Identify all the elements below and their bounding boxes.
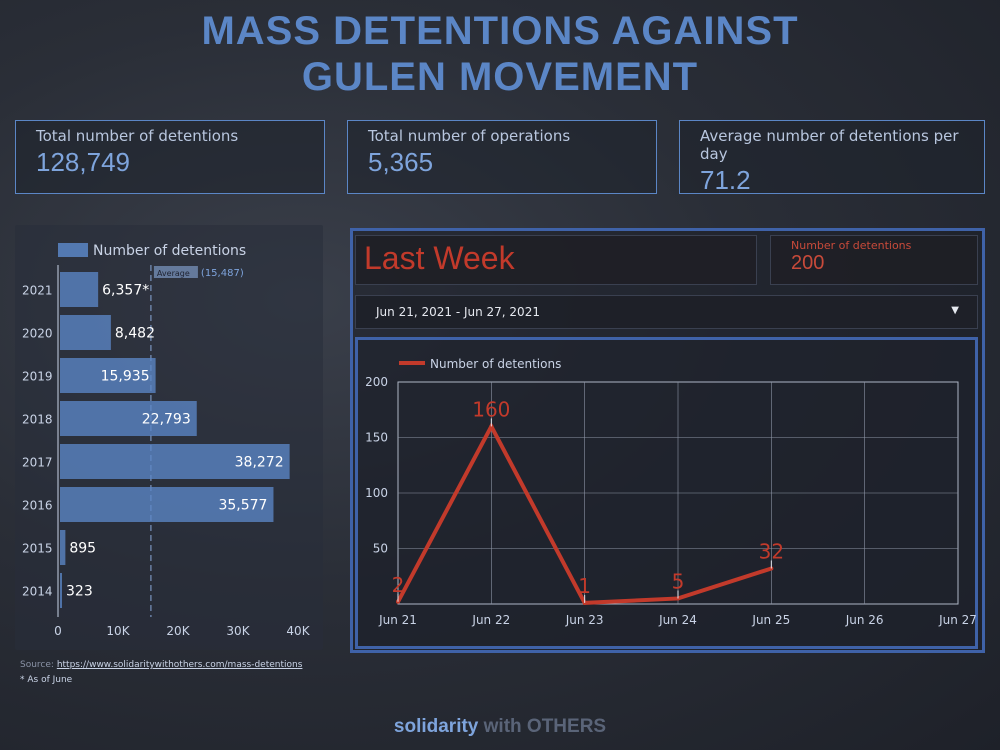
line-legend-label: Number of detentions: [430, 357, 561, 371]
bar-x-tick-label: 20K: [166, 624, 190, 638]
source-note: Source: https://www.solidaritywithothers…: [20, 660, 302, 670]
bar: [60, 444, 290, 479]
bar-chart: Number of detentions Average (15,487) 2021 6…: [22, 243, 311, 638]
kpi-label: Total number of operations: [368, 127, 571, 145]
kpi-total-operations: Total number of operations 5,365: [347, 120, 657, 194]
footnote: * As of June: [20, 675, 73, 685]
y-tick-label: 100: [365, 486, 388, 500]
scorecard-label: Number of detentions: [791, 239, 912, 252]
bar-value-label: 38,272: [235, 455, 284, 471]
title-line-1: MASS DETENTIONS AGAINST: [201, 9, 799, 53]
data-label: 160: [472, 397, 510, 421]
bar-category-label: 2014: [22, 585, 53, 599]
y-tick-label: 50: [373, 542, 388, 556]
x-tick-label: Jun 24: [658, 613, 697, 627]
x-tick-label: Jun 21: [378, 613, 417, 627]
bar: [60, 530, 66, 565]
last-week-title: Last Week: [355, 235, 757, 285]
source-link[interactable]: https://www.solidaritywithothers.com/mas…: [56, 660, 303, 670]
bar-value-label: 15,935: [101, 369, 150, 385]
detentions-scorecard: Number of detentions 200: [770, 235, 978, 285]
x-tick-label: Jun 23: [565, 613, 604, 627]
bar-legend-swatch: [58, 243, 88, 257]
bar-value-label: 22,793: [142, 412, 191, 428]
bar-value-label: 35,577: [218, 498, 267, 514]
bar-value-label: 8,482: [115, 326, 155, 342]
dropdown-caret-icon[interactable]: ▼: [951, 305, 959, 316]
y-tick-label: 150: [365, 431, 388, 445]
bar: [60, 573, 62, 608]
date-range-text: Jun 21, 2021 - Jun 27, 2021: [376, 305, 540, 319]
bar-category-label: 2021: [22, 284, 53, 298]
brand-part-2: with OTHERS: [483, 716, 607, 737]
data-label: 32: [759, 539, 784, 563]
bar: [60, 487, 274, 522]
brand-logo: solidarity with OTHERS: [0, 716, 1000, 738]
bar-x-tick-label: 0: [54, 624, 62, 638]
bar-category-label: 2016: [22, 499, 53, 513]
line-chart: Number of detentions 50 100 150 200 Jun 21 Jun…: [365, 357, 977, 627]
bar-legend-label: Number of detentions: [93, 243, 246, 259]
kpi-value: 71.2: [700, 165, 751, 195]
kpi-label: Total number of detentions: [36, 127, 239, 145]
bar-x-tick-label: 10K: [106, 624, 130, 638]
kpi-value: 5,365: [368, 147, 434, 177]
bar-x-tick-label: 40K: [286, 624, 310, 638]
bar: [60, 272, 99, 307]
bar-category-label: 2019: [22, 370, 53, 384]
last-week-title-text: Last Week: [364, 240, 515, 276]
data-label: 1: [578, 574, 591, 598]
bar-value-label: 895: [69, 541, 96, 557]
average-label: Average: [157, 269, 190, 278]
bar-value-label: 6,357*: [102, 283, 149, 299]
brand-part-1: solidarity: [393, 716, 479, 737]
data-label: 5: [672, 569, 685, 593]
x-tick-label: Jun 25: [751, 613, 790, 627]
bar-category-label: 2017: [22, 456, 53, 470]
bar: [60, 401, 197, 436]
date-range-selector[interactable]: Jun 21, 2021 - Jun 27, 2021 ▼: [355, 295, 978, 329]
page-title: MASS DETENTIONS AGAINST GULEN MOVEMENT: [0, 8, 1000, 100]
bar-category-label: 2015: [22, 542, 53, 556]
x-tick-label: Jun 26: [845, 613, 884, 627]
bar: [60, 358, 156, 393]
bar-category-label: 2020: [22, 327, 53, 341]
kpi-average-per-day: Average number of detentions per day 71.…: [679, 120, 985, 195]
data-label: 2: [392, 573, 405, 597]
x-tick-label: Jun 22: [471, 613, 510, 627]
data-point: [396, 599, 400, 604]
y-tick-label: 200: [365, 375, 388, 389]
source-prefix: Source:: [20, 660, 54, 670]
kpi-label: Average number of detentions per day: [700, 127, 959, 163]
title-line-2: GULEN MOVEMENT: [301, 55, 699, 99]
bar-category-label: 2018: [22, 413, 53, 427]
bar: [60, 315, 111, 350]
bar-x-tick-label: 30K: [226, 624, 250, 638]
x-tick-label: Jun 27: [938, 613, 977, 627]
scorecard-value: 200: [791, 252, 825, 274]
kpi-total-detentions: Total number of detentions 128,749: [15, 120, 325, 194]
bar-value-label: 323: [66, 584, 93, 600]
kpi-value: 128,749: [36, 147, 130, 177]
average-label-box: [153, 266, 198, 278]
average-value-label: (15,487): [201, 268, 244, 279]
